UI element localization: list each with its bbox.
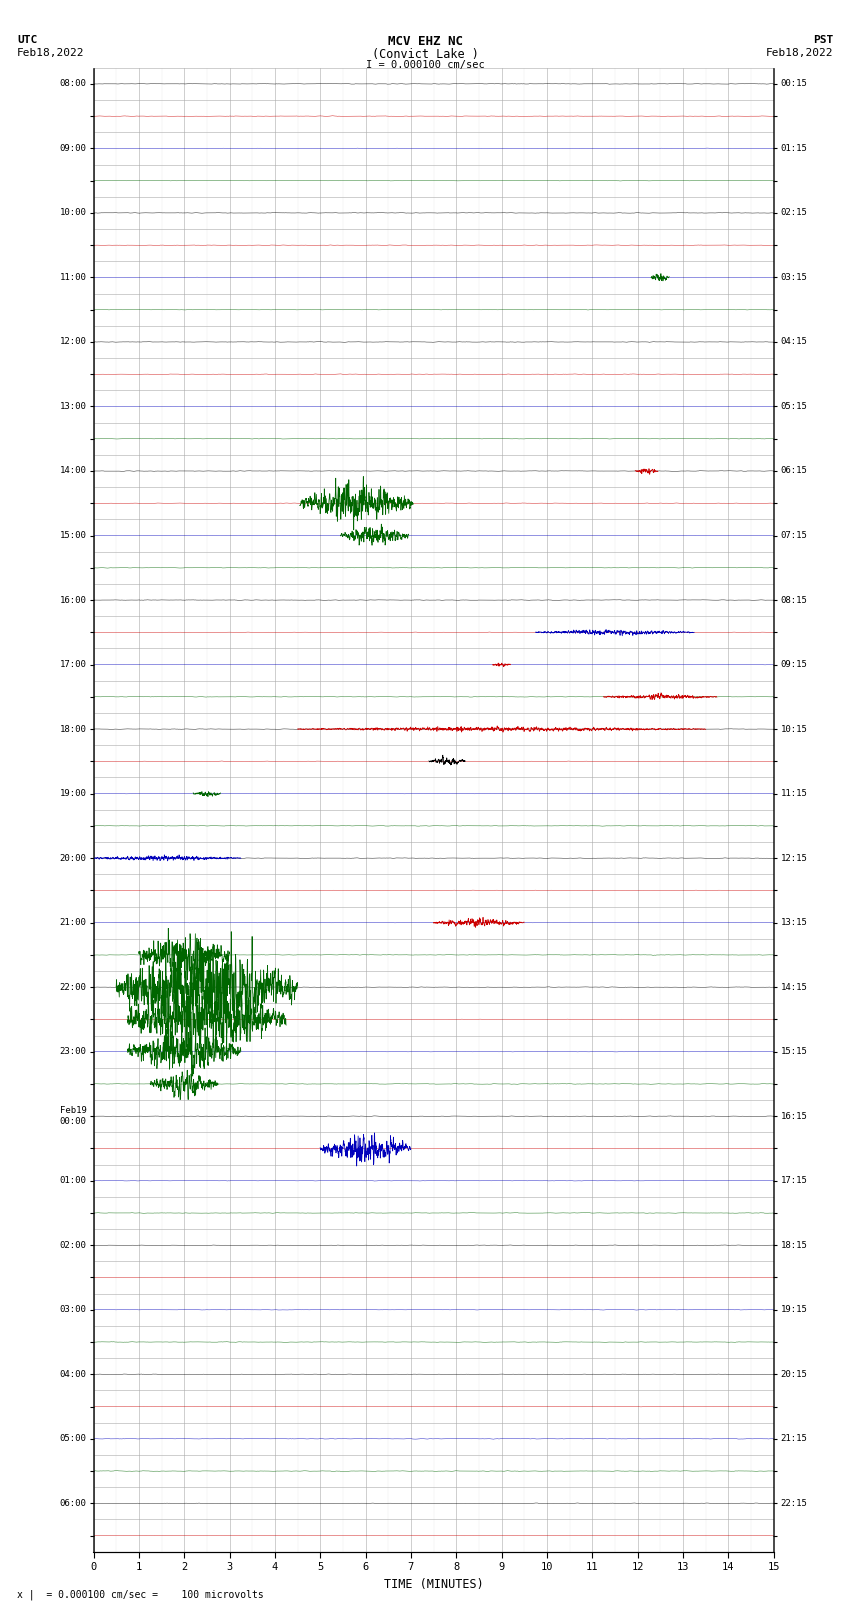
Text: MCV EHZ NC: MCV EHZ NC xyxy=(388,35,462,48)
Text: (Convict Lake ): (Convict Lake ) xyxy=(371,48,479,61)
Text: x |  = 0.000100 cm/sec =    100 microvolts: x | = 0.000100 cm/sec = 100 microvolts xyxy=(17,1589,264,1600)
Text: Feb18,2022: Feb18,2022 xyxy=(766,48,833,58)
Text: UTC: UTC xyxy=(17,35,37,45)
X-axis label: TIME (MINUTES): TIME (MINUTES) xyxy=(383,1578,484,1590)
Text: Feb18,2022: Feb18,2022 xyxy=(17,48,84,58)
Text: I = 0.000100 cm/sec: I = 0.000100 cm/sec xyxy=(366,60,484,69)
Text: PST: PST xyxy=(813,35,833,45)
